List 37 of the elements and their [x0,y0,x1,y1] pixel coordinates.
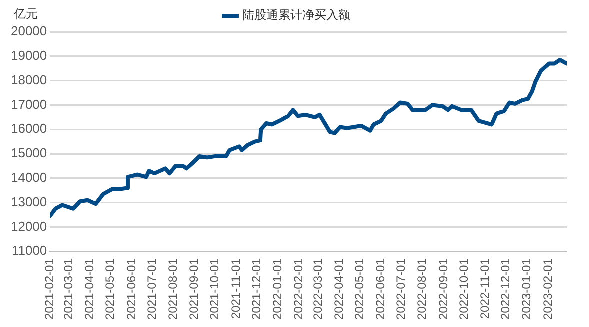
x-tick-label: 2022-04-01 [332,258,346,320]
y-tick-label: 12000 [10,218,48,234]
legend-label: 陆股通累计净买入额 [242,8,350,22]
x-tick-label: 2022-12-01 [498,258,513,320]
y-tick-label: 17000 [10,96,48,112]
x-tick-label: 2022-02-01 [292,258,306,320]
x-tick-label: 2021-11-01 [228,258,243,320]
x-tick-label: 2022-03-01 [310,258,325,320]
x-tick-label: 2021-04-01 [82,258,97,320]
x-tick-label: 2022-09-01 [436,258,450,320]
y-tick-label: 18000 [10,72,48,88]
y-tick-label: 19000 [10,48,48,63]
x-tick-label: 2022-10-01 [456,258,471,320]
y-axis-title: 亿元 [14,6,38,23]
y-tick-label: 16000 [10,121,48,136]
y-tick-label: 11000 [12,243,48,258]
x-tick-label: 2022-06-01 [374,258,388,320]
y-tick-label: 13000 [10,194,48,210]
x-tick-label: 2022-08-01 [415,258,430,320]
x-tick-label: 2023-02-01 [540,258,555,320]
x-tick-label: 2021-08-01 [166,258,180,320]
y-tick-label: 20000 [10,24,48,39]
x-tick-label: 2021-10-01 [208,258,222,320]
x-tick-label: 2023-01-01 [520,258,534,320]
x-tick-label: 2022-05-01 [352,258,366,320]
x-tick-label: 2021-12-01 [249,258,264,320]
x-tick-label: 2021-06-01 [124,258,138,320]
x-tick-label: 2022-07-01 [394,258,408,320]
x-tick-label: 2021-09-01 [187,258,202,320]
x-tick-label: 2022-11-01 [478,258,492,320]
y-tick-label: 15000 [10,146,48,161]
y-tick-label: 14000 [10,170,48,185]
x-tick-label: 2021-03-01 [62,258,76,320]
x-tick-label: 2022-01-01 [270,258,285,320]
x-tick-label: 2021-05-01 [103,258,118,320]
x-tick-label: 2021-02-01 [42,258,56,320]
x-tick-label: 2021-07-01 [144,258,159,320]
